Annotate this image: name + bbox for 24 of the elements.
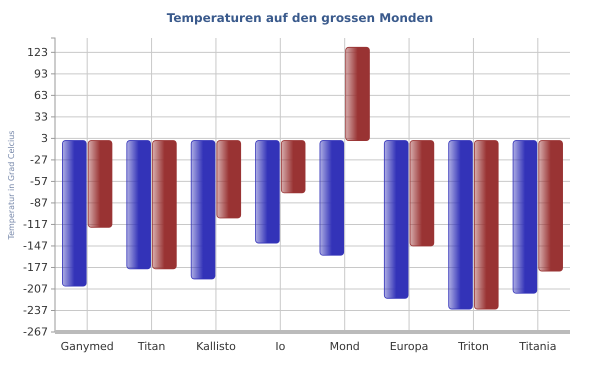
- y-tick-label: 93: [34, 67, 48, 80]
- y-tick-label: 123: [27, 46, 48, 59]
- x-tick-label: Io: [275, 340, 286, 353]
- chart-title: Temperaturen auf den grossen Monden: [166, 11, 434, 25]
- x-tick-label: Kallisto: [196, 340, 236, 353]
- y-tick-label: -147: [23, 239, 48, 252]
- x-tick-label: Ganymed: [60, 340, 114, 353]
- y-tick-label: 33: [34, 110, 48, 124]
- y-tick-label: -207: [23, 282, 48, 296]
- y-tick-label: -27: [30, 153, 48, 166]
- y-tick-label: -237: [23, 304, 48, 318]
- y-tick-label: 3: [41, 132, 48, 145]
- y-tick-label: -117: [23, 218, 48, 231]
- x-tick-label: Titan: [136, 340, 166, 353]
- x-tick-label: Europa: [390, 340, 428, 353]
- x-tick-label: Mond: [330, 340, 360, 353]
- y-axis-title: Temperatur in Grad Celcius: [7, 130, 16, 240]
- x-tick-label: Triton: [457, 340, 489, 353]
- y-tick-label: -87: [30, 196, 48, 210]
- x-tick-label: Titania: [518, 340, 556, 353]
- y-tick-label: -267: [23, 326, 48, 339]
- y-tick-label: 63: [34, 88, 48, 102]
- y-tick-label: -177: [23, 260, 48, 274]
- y-tick-label: -57: [30, 174, 48, 188]
